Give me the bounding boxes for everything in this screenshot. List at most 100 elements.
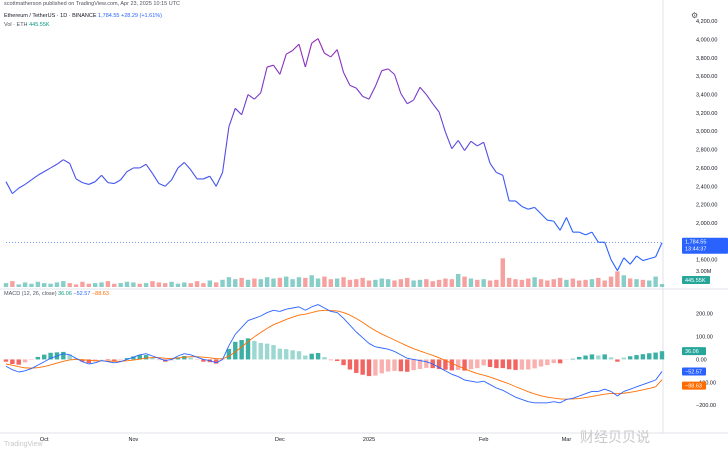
macd-histogram-bar <box>290 350 295 360</box>
price-line-segment <box>75 178 83 184</box>
price-line-segment <box>190 169 198 180</box>
macd-histogram-bar <box>35 356 41 360</box>
price-line-segment <box>69 163 77 180</box>
signal-line-segment <box>349 314 357 319</box>
macd-histogram-bar <box>182 356 187 360</box>
price-line-segment <box>629 255 637 265</box>
symbol-legend[interactable]: Ethereum / TetherUS · 1D · BINANCE 1,784… <box>4 13 162 19</box>
volume-bar <box>29 283 34 287</box>
macd-histogram-bar <box>653 352 658 360</box>
price-line-segment <box>31 174 39 181</box>
macd-line-segment <box>655 371 663 381</box>
volume-badge-value: 445.55K <box>685 278 706 284</box>
price-line-segment <box>209 175 217 187</box>
macd-line-segment <box>152 355 160 359</box>
macd-histogram-bar <box>487 359 493 367</box>
price-line-segment <box>464 141 472 151</box>
volume-bar <box>538 279 544 287</box>
price-line-segment <box>565 217 574 233</box>
macd-histogram-bar <box>602 354 607 360</box>
price-badge <box>682 237 728 254</box>
macd-histogram-bar <box>634 355 639 360</box>
signal-line-segment <box>273 321 281 326</box>
volume-bar <box>118 283 123 287</box>
macd-line-segment <box>95 360 102 364</box>
signal-line-segment <box>82 359 89 361</box>
macd-histogram-bar <box>360 359 365 375</box>
gear-icon[interactable]: ⚙ <box>691 11 699 20</box>
volume-value: 445.55K <box>29 22 50 28</box>
price-line-segment <box>553 220 561 231</box>
price-tick-label: 3,800.00 <box>696 56 717 62</box>
macd-histogram-bar <box>526 359 531 370</box>
price-line-segment <box>540 213 548 221</box>
macd-line-segment <box>419 360 427 363</box>
macd-histogram-bar <box>615 359 620 362</box>
volume-bar <box>22 282 28 287</box>
macd-line-segment <box>158 357 166 361</box>
signal-line-segment <box>547 396 554 399</box>
price-line-segment <box>559 217 567 231</box>
signal-line-segment <box>12 364 19 368</box>
volume-bar <box>417 279 423 287</box>
volume-bar <box>86 283 92 287</box>
macd-tick-label: 0.00 <box>696 357 707 363</box>
signal-line-segment <box>209 357 217 360</box>
signal-line-segment <box>126 359 134 362</box>
macd-histogram-bar <box>277 348 283 360</box>
signal-line-segment <box>528 391 535 395</box>
volume-bar <box>659 284 665 287</box>
price-line-segment <box>279 54 287 75</box>
price-line-segment <box>642 258 650 262</box>
price-line-segment <box>400 93 408 105</box>
price-line-segment <box>502 175 510 202</box>
volume-bar <box>271 278 276 287</box>
macd-badge <box>682 367 706 376</box>
time-tick-label: Dec <box>275 437 285 443</box>
macd-line-segment <box>56 353 64 357</box>
macd-line-segment <box>559 399 567 404</box>
volume-bar <box>124 281 130 287</box>
signal-line-segment <box>44 364 51 367</box>
macd-histogram-bar <box>67 354 72 360</box>
hist-badge-value: 36.06 <box>685 349 699 355</box>
volume-pane <box>3 258 665 287</box>
macd-histogram-bar <box>10 359 15 364</box>
macd-pane <box>3 304 665 404</box>
price-line-segment <box>158 183 166 187</box>
price-line-segment <box>82 182 89 185</box>
price-line-segment <box>164 179 172 187</box>
volume-bar <box>233 279 238 287</box>
macd-legend[interactable]: MACD (12, 26, close) 36.06 −52.57 −88.63 <box>4 291 109 297</box>
price-pane <box>0 0 728 434</box>
signal-line-segment <box>235 346 242 353</box>
price-line-segment <box>623 257 631 265</box>
macd-line-segment <box>617 391 625 397</box>
macd-histogram-bar <box>475 359 480 369</box>
macd-line-segment <box>349 324 357 333</box>
macd-histogram-bar <box>86 359 92 364</box>
signal-line-segment <box>630 390 637 393</box>
macd-line-segment <box>343 317 351 326</box>
macd-histogram-bar <box>131 356 136 360</box>
macd-histogram-bar <box>233 341 238 360</box>
macd-histogram-bar <box>226 348 232 360</box>
signal-line-segment <box>337 310 344 314</box>
signal-line-segment <box>286 316 293 320</box>
macd-badge-value: −52.57 <box>685 369 702 375</box>
macd-histogram-bar <box>443 359 448 370</box>
time-axis: Oct Nov Dec 2025 Feb Mar <box>40 437 571 443</box>
macd-histogram-bar <box>500 359 505 369</box>
volume-bar <box>596 277 601 287</box>
macd-line-segment <box>120 359 128 363</box>
signal-line-segment <box>368 326 376 332</box>
macd-histogram-bar <box>328 359 334 361</box>
price-line-segment <box>616 257 625 271</box>
price-line-segment <box>94 174 102 183</box>
price-tick-label: 4,000.00 <box>696 38 717 44</box>
volume-bar <box>373 279 378 287</box>
macd-histogram-bar <box>315 353 321 360</box>
macd-line-segment <box>126 356 134 360</box>
volume-legend[interactable]: Vol · ETH 445.55K <box>4 22 50 28</box>
